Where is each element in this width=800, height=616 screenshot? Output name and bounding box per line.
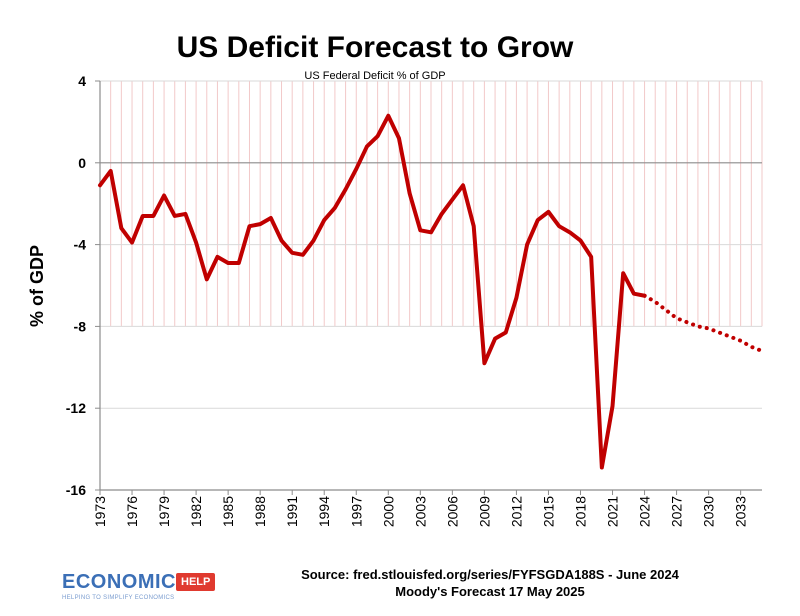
x-tick-label: 2003 <box>412 496 428 527</box>
x-tick-label: 1979 <box>156 496 172 527</box>
x-tick-label: 2015 <box>540 496 556 527</box>
x-tick-label: 1985 <box>220 496 236 527</box>
logo-wordmark: ECONOMICS <box>62 571 190 593</box>
x-tick-label: 2012 <box>508 496 524 527</box>
logo-badge: HELP <box>176 573 216 591</box>
y-tick-label: 4 <box>78 73 86 89</box>
x-tick-label: 2006 <box>444 496 460 527</box>
y-tick-label: -4 <box>74 237 87 253</box>
x-tick-label: 1976 <box>124 496 140 527</box>
chart-title: US Deficit Forecast to Grow <box>177 31 574 64</box>
source-line-2: Moody's Forecast 17 May 2025 <box>395 584 585 599</box>
y-tick-label: 0 <box>78 155 86 171</box>
x-tick-label: 1982 <box>188 496 204 527</box>
x-tick-label: 2021 <box>605 496 621 527</box>
x-tick-label: 1973 <box>92 496 108 527</box>
forecast-series-line <box>642 293 764 353</box>
chart-subtitle: US Federal Deficit % of GDP <box>304 70 445 82</box>
x-tick-label: 1991 <box>284 496 300 527</box>
y-tick-label: -12 <box>66 400 86 416</box>
x-tick-label: 2027 <box>669 496 685 527</box>
source-note: Source: fred.stlouisfed.org/series/FYFSG… <box>250 566 730 600</box>
grid-layer <box>99 80 763 491</box>
axis-layer: 4 0 -4 -8 -12 -16 1973 1976 1979 1982 1985 1988 1991… <box>66 73 762 527</box>
y-tick-label: -16 <box>66 482 86 498</box>
x-tick-label: 2024 <box>637 496 653 527</box>
source-line-1: Source: fred.stlouisfed.org/series/FYFSG… <box>301 567 679 582</box>
x-tick-label: 2018 <box>572 496 588 527</box>
x-tick-label: 1988 <box>252 496 268 527</box>
x-tick-label: 2030 <box>701 496 717 527</box>
logo-tagline: HELPING TO SIMPLIFY ECONOMICS <box>62 595 175 601</box>
x-tick-label: 1994 <box>316 496 332 527</box>
actual-series-line <box>98 113 647 470</box>
series-layer <box>98 113 764 470</box>
x-tick-label: 2009 <box>476 496 492 527</box>
x-tick-label: 2033 <box>733 496 749 527</box>
y-tick-label: -8 <box>74 318 87 334</box>
y-axis-label: % of GDP <box>27 245 47 327</box>
x-tick-label: 2000 <box>380 496 396 527</box>
x-tick-label: 1997 <box>348 496 364 527</box>
